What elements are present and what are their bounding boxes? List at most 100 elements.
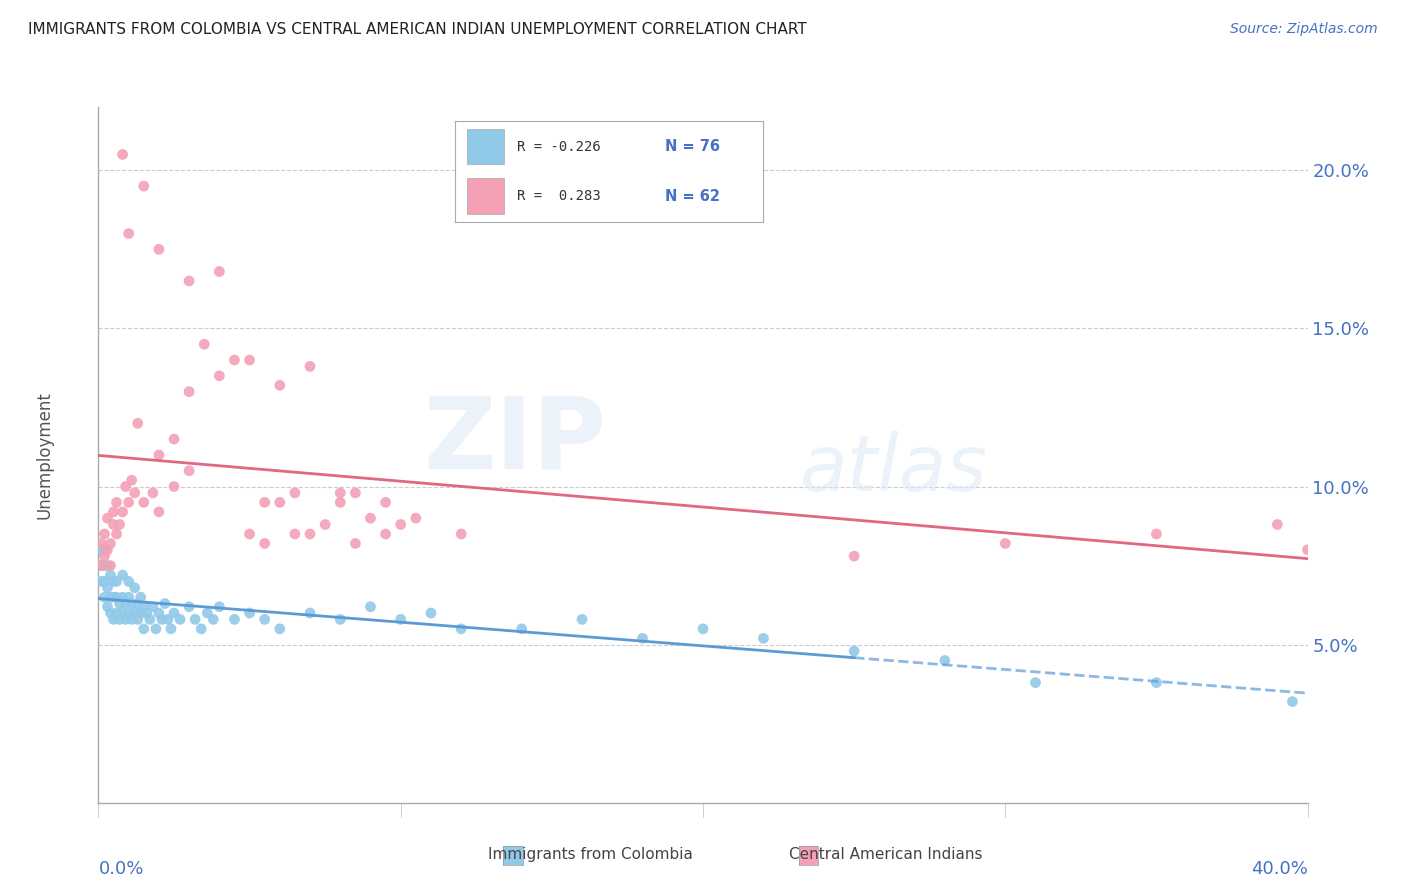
Point: [96, 542, 118, 557]
Point: [510, 622, 533, 636]
Point: [994, 536, 1017, 550]
Point: [124, 486, 146, 500]
Point: [179, 274, 201, 288]
Point: [105, 574, 128, 589]
Point: [93, 591, 115, 605]
Point: [127, 597, 149, 611]
Point: [692, 622, 714, 636]
Point: [148, 448, 170, 462]
Point: [389, 612, 412, 626]
Point: [202, 612, 225, 626]
Point: [253, 495, 276, 509]
Point: [90, 574, 112, 589]
Point: [163, 432, 186, 446]
Point: [253, 536, 276, 550]
Point: [93, 558, 115, 573]
Point: [329, 612, 352, 626]
Point: [103, 505, 125, 519]
Point: [389, 517, 412, 532]
Point: [129, 591, 152, 605]
Point: [114, 612, 136, 626]
Point: [121, 612, 143, 626]
Point: [103, 612, 125, 626]
Point: [118, 591, 141, 605]
Point: [299, 359, 322, 374]
Point: [1296, 542, 1319, 557]
Point: [114, 597, 136, 611]
Point: [1144, 675, 1167, 690]
Point: [193, 337, 215, 351]
Point: [374, 527, 396, 541]
Point: [100, 558, 122, 573]
Point: [103, 591, 125, 605]
Point: [208, 368, 231, 383]
Point: [90, 536, 112, 550]
Point: [208, 264, 231, 278]
Point: [1024, 675, 1046, 690]
Point: [284, 486, 307, 500]
Point: [148, 606, 170, 620]
Point: [105, 495, 128, 509]
Point: [93, 542, 115, 557]
Point: [163, 606, 186, 620]
Point: [142, 486, 165, 500]
Point: [239, 606, 262, 620]
Point: [571, 612, 593, 626]
Point: [118, 574, 141, 589]
Point: [118, 227, 141, 241]
Point: [1267, 517, 1289, 532]
Point: [111, 147, 134, 161]
Point: [96, 511, 118, 525]
Point: [450, 527, 472, 541]
Point: [153, 597, 176, 611]
Text: 40.0%: 40.0%: [1251, 860, 1308, 878]
Point: [299, 606, 322, 620]
Point: [118, 606, 141, 620]
Point: [127, 612, 149, 626]
Point: [631, 632, 654, 646]
Point: [344, 536, 367, 550]
Point: [1144, 527, 1167, 541]
Point: [208, 599, 231, 614]
Point: [269, 622, 291, 636]
Point: [108, 612, 131, 626]
Point: [111, 568, 134, 582]
Point: [93, 527, 115, 541]
Point: [184, 612, 207, 626]
Point: [132, 599, 155, 614]
Point: [844, 549, 866, 563]
Point: [132, 622, 155, 636]
Point: [93, 574, 115, 589]
Text: Central American Indians: Central American Indians: [789, 847, 983, 862]
Point: [374, 495, 396, 509]
Text: IMMIGRANTS FROM COLOMBIA VS CENTRAL AMERICAN INDIAN UNEMPLOYMENT CORRELATION CHA: IMMIGRANTS FROM COLOMBIA VS CENTRAL AMER…: [28, 22, 807, 37]
Point: [111, 505, 134, 519]
Point: [195, 606, 218, 620]
Text: Unemployment: Unemployment: [35, 391, 53, 519]
Point: [329, 495, 352, 509]
Point: [1281, 695, 1303, 709]
Point: [93, 549, 115, 563]
Point: [156, 612, 179, 626]
Point: [150, 612, 173, 626]
Point: [450, 622, 472, 636]
Point: [239, 527, 262, 541]
Point: [100, 591, 122, 605]
Point: [269, 378, 291, 392]
Point: [344, 486, 367, 500]
Point: [360, 599, 382, 614]
Point: [135, 606, 157, 620]
Point: [239, 353, 262, 368]
Point: [105, 606, 128, 620]
Point: [314, 517, 336, 532]
Point: [96, 558, 118, 573]
Point: [121, 473, 143, 487]
Point: [132, 495, 155, 509]
Point: [139, 612, 162, 626]
Point: [118, 495, 141, 509]
Point: [100, 606, 122, 620]
Text: ZIP: ZIP: [423, 392, 606, 490]
Point: [148, 243, 170, 257]
Text: 0.0%: 0.0%: [98, 860, 143, 878]
Point: [844, 644, 866, 658]
